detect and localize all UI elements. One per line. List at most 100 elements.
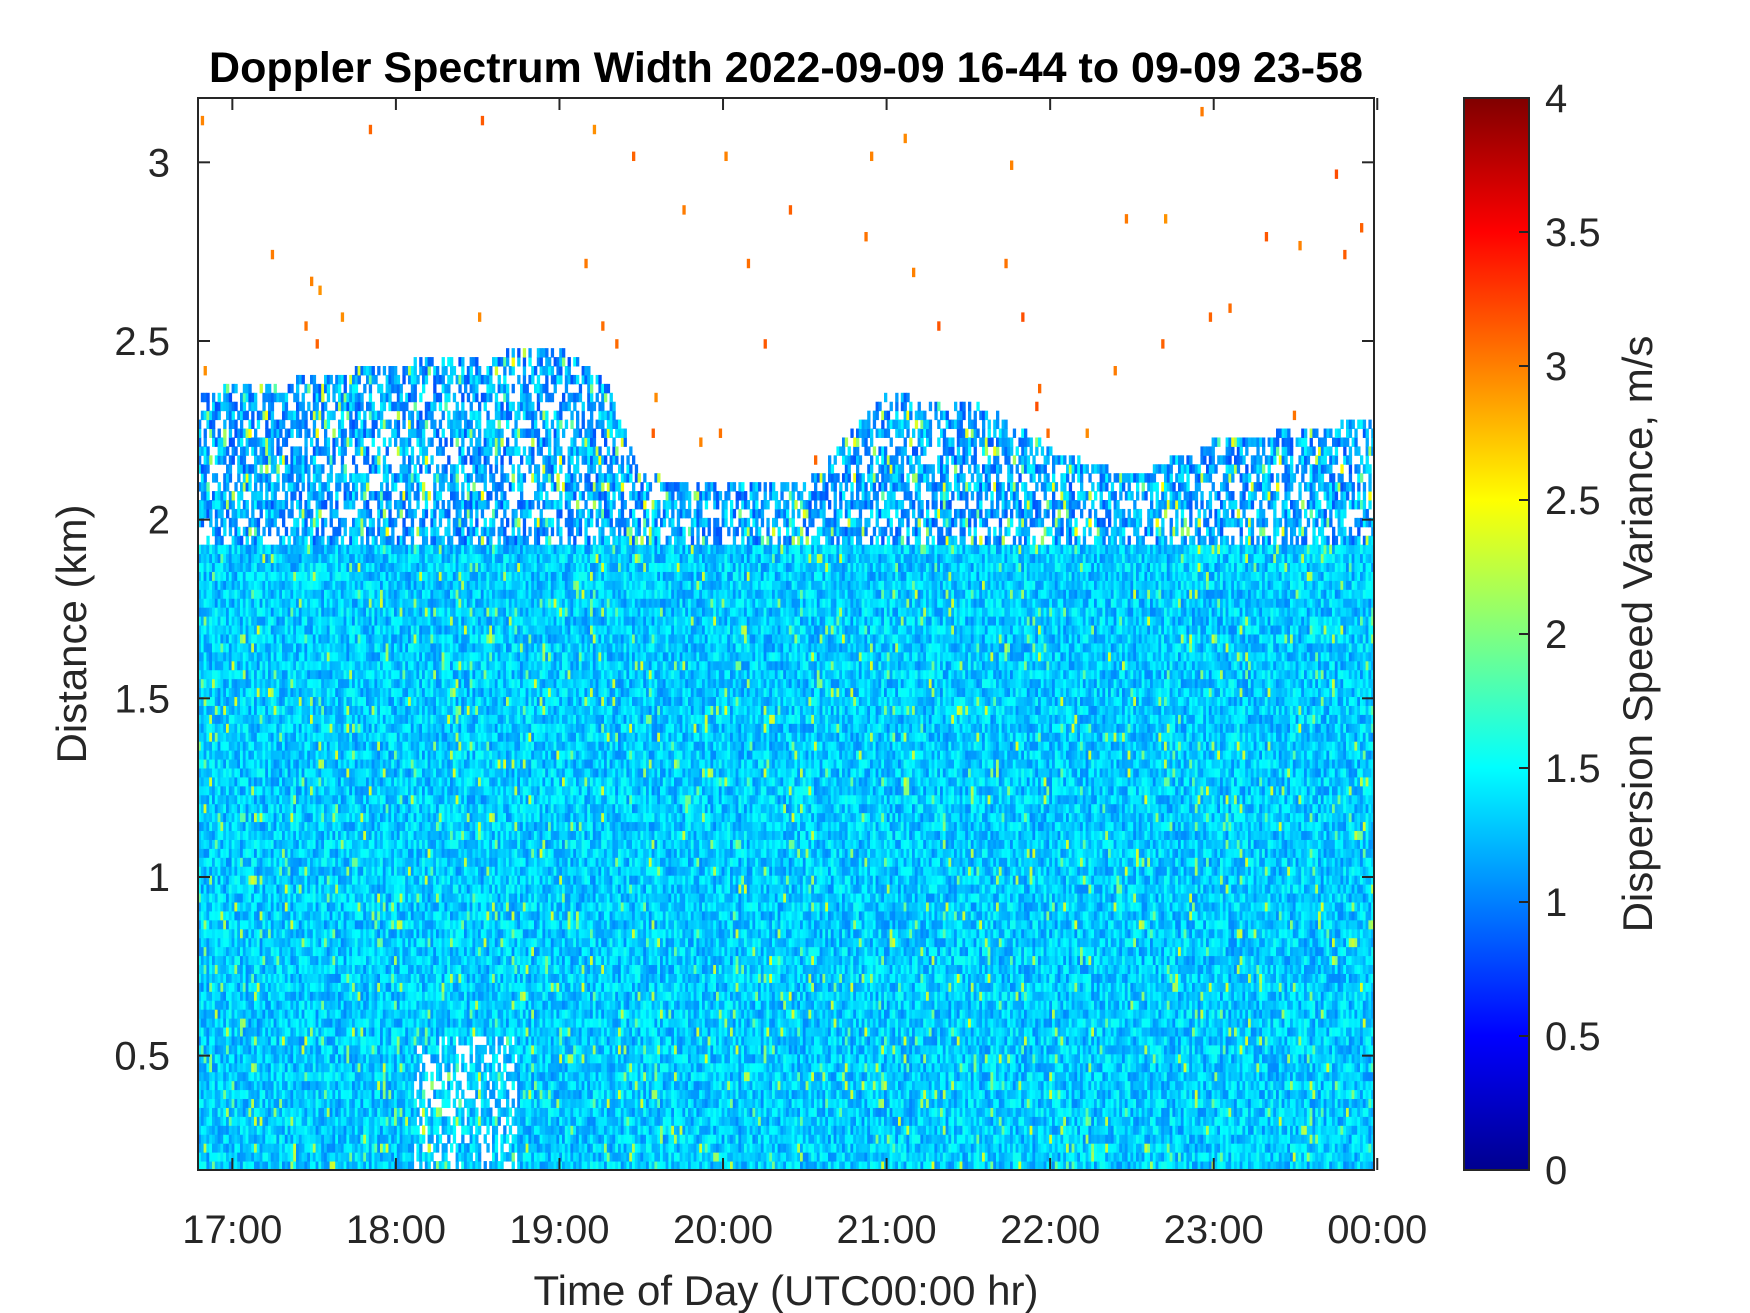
heatmap-cell (307, 383, 311, 394)
heatmap-cell (304, 446, 308, 456)
heatmap-cell (270, 625, 275, 635)
heatmap-cell (304, 437, 308, 447)
heatmap-cell (366, 473, 370, 483)
heatmap-cell (276, 678, 280, 689)
heatmap-cell (234, 669, 238, 680)
heatmap-cell (248, 401, 252, 412)
heatmap-cell (248, 1161, 252, 1170)
heatmap-cell (231, 598, 235, 608)
heatmap-cell (262, 1107, 266, 1117)
heatmap-cell (223, 1018, 227, 1028)
heatmap-cell (206, 910, 210, 921)
heatmap-cell (265, 598, 269, 608)
heatmap-cell (223, 500, 227, 510)
heatmap-cell (259, 383, 263, 394)
heatmap-cell (276, 1053, 280, 1064)
heatmap-cell (198, 910, 202, 921)
heatmap-cell (282, 785, 286, 796)
heatmap-cell (234, 482, 238, 492)
heatmap-cell (296, 392, 300, 403)
heatmap-cell (248, 625, 252, 635)
heatmap-cell (279, 741, 283, 751)
heatmap-cell (338, 383, 342, 394)
heatmap-cell (262, 616, 266, 626)
heatmap-cell (237, 794, 241, 805)
heatmap-cell (220, 991, 224, 1001)
heatmap-cell (282, 687, 286, 698)
heatmap-cell (226, 794, 230, 805)
heatmap-cell (214, 884, 219, 894)
heatmap-cell (200, 1152, 205, 1162)
heatmap-cell (234, 446, 238, 456)
heatmap-cell (242, 1009, 247, 1019)
heatmap-cell (259, 1143, 263, 1153)
heatmap-cell (212, 1071, 216, 1082)
heatmap-cell (273, 803, 277, 814)
heatmap-cell (329, 473, 333, 483)
heatmap-cell (200, 1009, 205, 1019)
heatmap-cell (245, 1152, 249, 1162)
heatmap-cell (240, 1098, 244, 1108)
heatmap-cell (234, 553, 238, 564)
heatmap-cell (310, 437, 314, 447)
heatmap-cell (209, 785, 213, 796)
heatmap-cell (248, 651, 252, 662)
heatmap-cell (198, 768, 202, 778)
heatmap-cell (265, 866, 269, 876)
heatmap-cell (242, 982, 247, 992)
heatmap-cell (226, 580, 230, 590)
heatmap-cell (273, 1152, 277, 1162)
heatmap-cell (200, 776, 205, 787)
heatmap-cell (198, 607, 202, 617)
heatmap-cell (217, 446, 221, 456)
heatmap-cell (226, 937, 230, 948)
heatmap-cell (198, 419, 202, 430)
heatmap-cell (217, 750, 221, 760)
heatmap-cell (245, 1116, 249, 1126)
heatmap-cell (282, 508, 286, 519)
heatmap-cell (214, 705, 219, 715)
heatmap-cell (251, 634, 255, 644)
heatmap-cell (340, 312, 345, 322)
heatmap-cell (265, 696, 269, 706)
heatmap-cell (234, 839, 238, 849)
heatmap-cell (254, 500, 258, 510)
heatmap-cell (217, 571, 221, 581)
heatmap-cell (273, 910, 277, 921)
heatmap-cell (234, 705, 238, 715)
heatmap-cell (212, 928, 216, 939)
heatmap-cell (270, 830, 275, 840)
heatmap-cell (242, 589, 247, 599)
heatmap-cell (245, 919, 249, 930)
heatmap-cell (242, 928, 247, 939)
heatmap-cell (279, 1018, 283, 1028)
heatmap-cell (332, 455, 336, 465)
heatmap-cell (231, 1089, 235, 1100)
heatmap-cell (248, 964, 252, 974)
heatmap-cell (276, 508, 280, 519)
heatmap-cell (273, 392, 277, 403)
heatmap-cell (279, 651, 283, 662)
heatmap-cell (223, 1080, 227, 1091)
heatmap-cell (268, 508, 272, 519)
heatmap-cell (217, 607, 221, 617)
heatmap-cell (259, 1134, 263, 1144)
heatmap-cell (254, 651, 258, 662)
heatmap-cell (259, 848, 263, 858)
heatmap-cell (242, 768, 247, 778)
heatmap-cell (206, 866, 210, 876)
heatmap-cell (240, 732, 244, 742)
heatmap-cell (203, 571, 207, 581)
heatmap-cell (209, 1152, 213, 1162)
heatmap-cell (251, 750, 255, 760)
heatmap-cell (256, 696, 261, 706)
heatmap-cell (234, 928, 238, 939)
heatmap-cell (242, 1152, 247, 1162)
heatmap-cell (220, 1009, 224, 1019)
heatmap-cell (226, 1044, 230, 1055)
heatmap-cell (206, 875, 210, 885)
heatmap-cell (234, 937, 238, 948)
heatmap-cell (231, 687, 235, 698)
heatmap-cell (231, 919, 235, 930)
heatmap-cell (270, 946, 275, 957)
